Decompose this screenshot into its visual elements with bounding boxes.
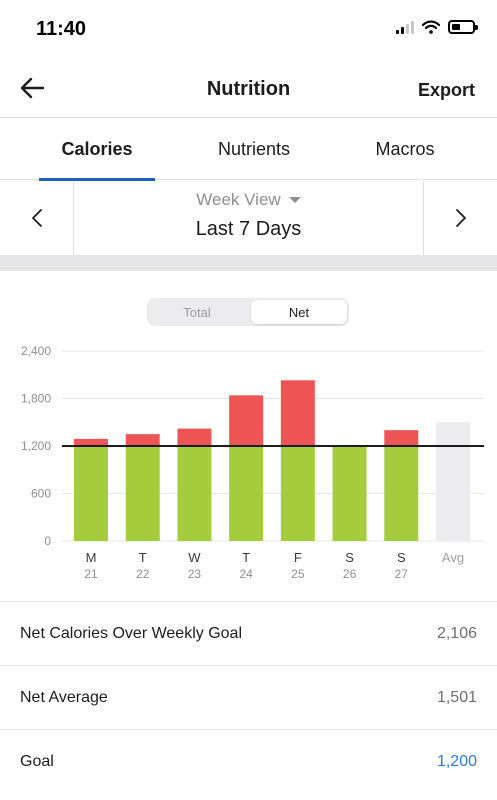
stat-value: 2,106 [436, 625, 477, 642]
x-day-label: T [139, 550, 147, 565]
x-day-label: W [188, 550, 201, 565]
bar-over-segment [229, 395, 264, 446]
status-time: 11:40 [36, 18, 87, 40]
bar-over-segment [74, 438, 108, 446]
y-tick-label: 1,200 [21, 439, 51, 453]
caret-down-icon [288, 197, 301, 203]
bar-goal-segment [74, 446, 108, 541]
total-toggle-option[interactable]: Total [183, 304, 211, 320]
stat-row-net-average: Net Average 1,501 [0, 665, 497, 729]
nav-bar: Nutrition Export [0, 58, 497, 118]
bar-goal-segment [332, 446, 367, 541]
stat-value: 1,501 [436, 689, 477, 706]
y-tick-label: 600 [31, 487, 51, 501]
stats-list: Net Calories Over Weekly Goal 2,106 Net … [0, 601, 497, 793]
bar-over-segment [384, 430, 419, 446]
page-title: Nutrition [206, 78, 291, 100]
goal-value-link[interactable]: 1,200 [436, 753, 477, 770]
chevron-right-icon [455, 209, 466, 227]
tab-nutrients[interactable]: Nutrients [217, 138, 291, 159]
y-tick-label: 0 [44, 534, 51, 548]
x-date-label: 22 [136, 567, 150, 581]
net-toggle-option[interactable]: Net [251, 300, 347, 324]
bar-goal-segment [229, 446, 264, 541]
tab-macros[interactable]: Macros [375, 138, 435, 159]
view-dropdown[interactable]: Week View [74, 190, 423, 210]
tab-calories[interactable]: Calories [39, 118, 155, 181]
export-button[interactable]: Export [417, 80, 475, 100]
back-button[interactable] [18, 74, 48, 102]
bar-goal-segment [384, 446, 419, 541]
status-icons [396, 20, 478, 34]
stat-label: Net Calories Over Weekly Goal [20, 625, 242, 642]
calorie-bar-chart: 2,400 1,800 1,200 600 0 M 21 T 22 W 23 T 24 F 25 S 26 S 27… [21, 344, 484, 581]
bar-over-segment [280, 380, 315, 446]
tab-bar: Calories Nutrients Macros [0, 118, 497, 181]
x-day-label: F [294, 550, 302, 565]
x-date-label: 25 [291, 567, 305, 581]
bar-goal-segment [125, 446, 160, 541]
stat-label: Net Average [20, 689, 108, 706]
status-bar: 11:40 [0, 0, 497, 58]
range-center: Week View Last 7 Days [74, 181, 423, 255]
date-range-selector: Week View Last 7 Days [0, 181, 497, 255]
bar-goal-segment [280, 446, 315, 541]
x-day-label: T [242, 550, 250, 565]
x-day-label: Avg [442, 550, 464, 565]
arrow-left-icon [20, 77, 45, 99]
x-date-label: 24 [239, 567, 253, 581]
stat-row-goal: Goal 1,200 [0, 729, 497, 793]
previous-period-button[interactable] [0, 181, 74, 255]
bar-average [436, 422, 470, 541]
bar-over-segment [177, 428, 212, 446]
y-tick-label: 1,800 [21, 392, 51, 406]
battery-icon [448, 20, 478, 34]
period-label: Last 7 Days [195, 218, 302, 240]
x-day-label: S [345, 550, 354, 565]
y-tick-label: 2,400 [21, 344, 51, 358]
x-date-label: 21 [84, 567, 98, 581]
bar-goal-segment [177, 446, 212, 541]
x-date-label: 23 [188, 567, 202, 581]
x-date-label: 27 [395, 567, 409, 581]
section-divider [0, 255, 497, 271]
x-day-label: S [397, 550, 406, 565]
bar-over-segment [125, 434, 160, 446]
next-period-button[interactable] [423, 181, 497, 255]
wifi-icon [422, 20, 440, 34]
stat-row-over-goal: Net Calories Over Weekly Goal 2,106 [0, 601, 497, 665]
total-net-toggle: Total Net [147, 298, 349, 326]
x-date-label: 26 [343, 567, 357, 581]
stat-label: Goal [20, 753, 54, 770]
view-dropdown-label: Week View [196, 190, 281, 209]
x-day-label: M [86, 550, 97, 565]
signal-icon [396, 20, 414, 34]
chevron-left-icon [31, 209, 42, 227]
